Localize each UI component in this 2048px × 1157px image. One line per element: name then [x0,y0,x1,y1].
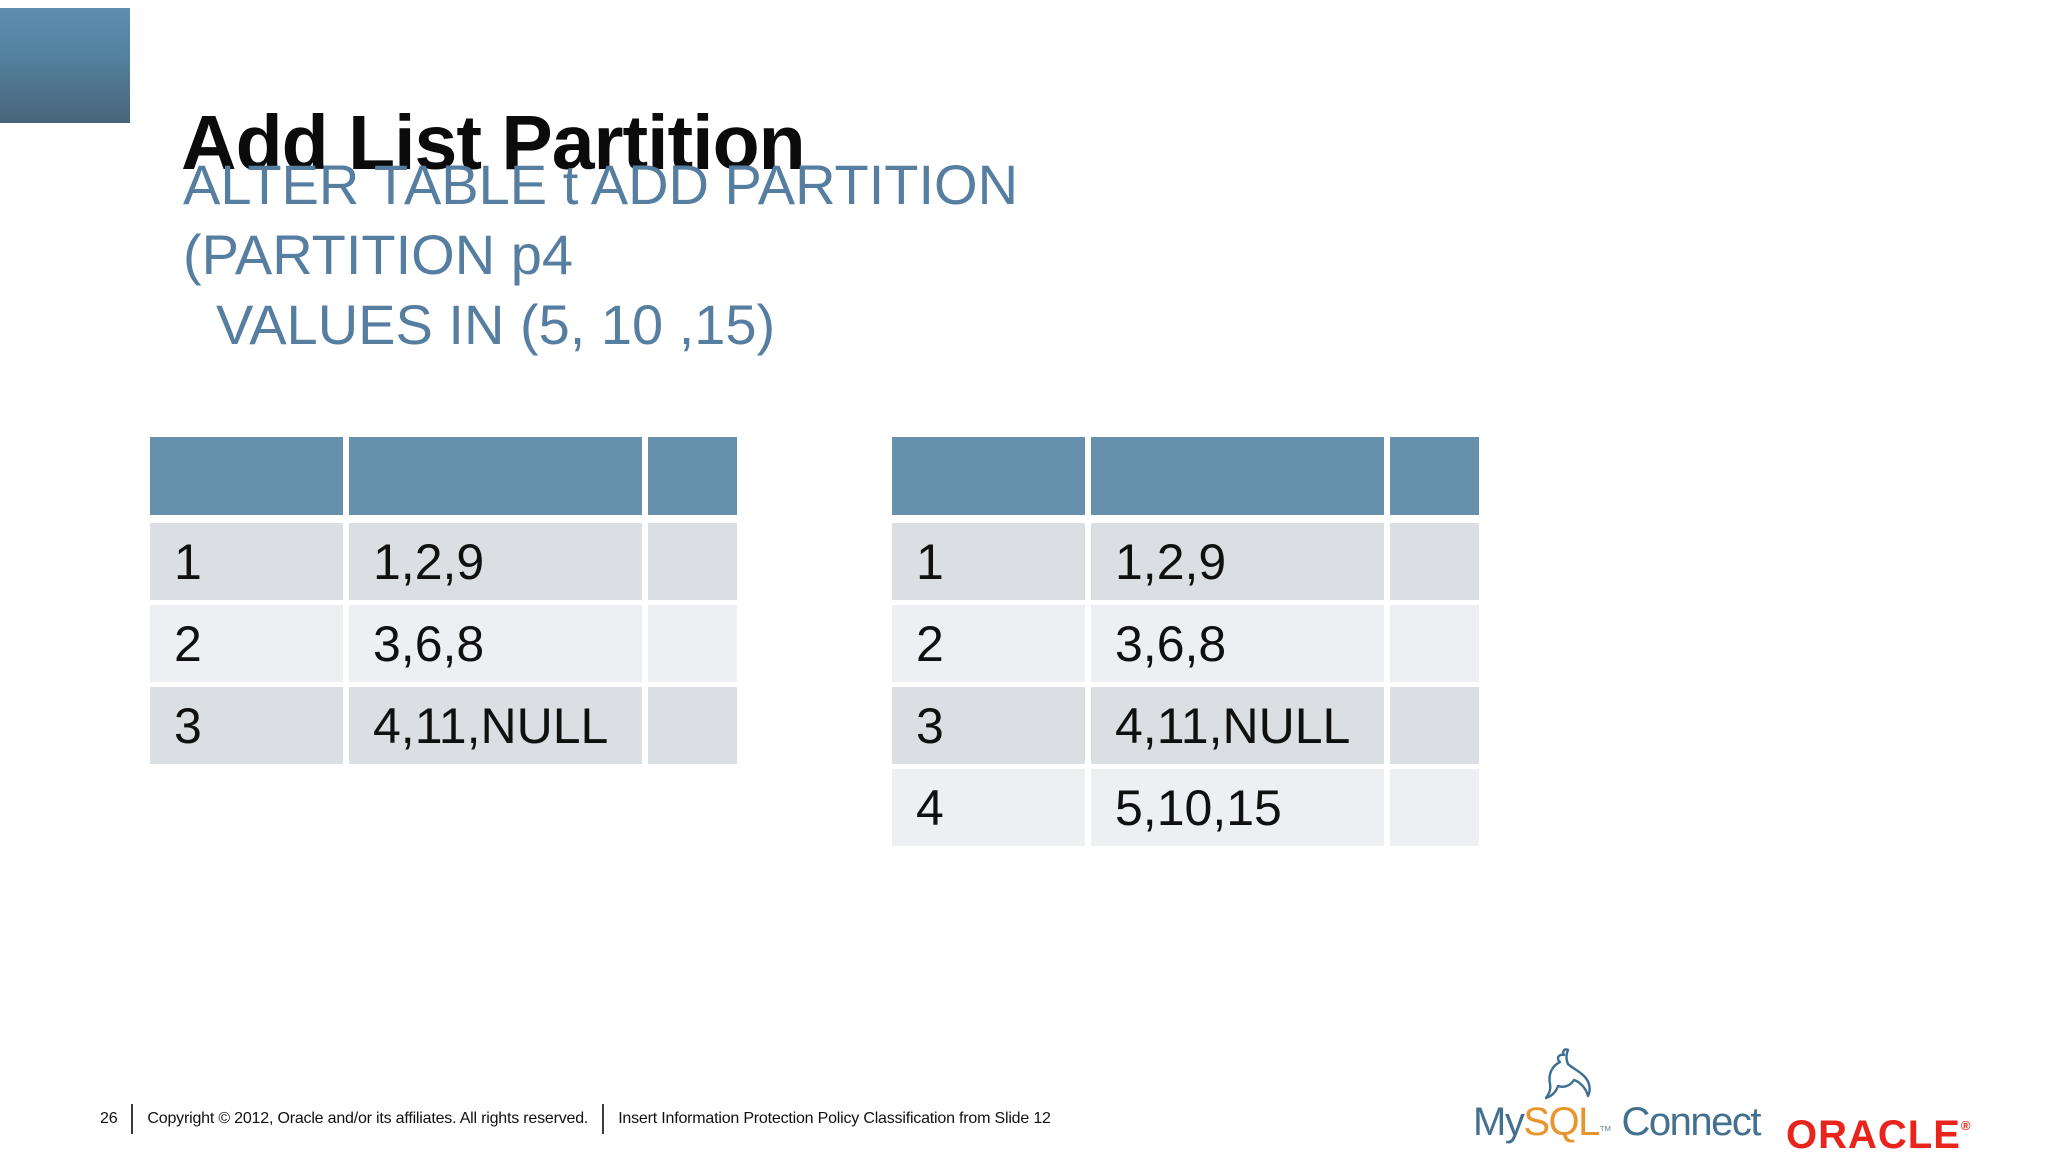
partition-values-cell: 5,10,15 [1091,769,1384,846]
partition-extra-cell [648,523,737,600]
sql-code-block: ALTER TABLE t ADD PARTITION (PARTITION p… [183,150,1018,360]
header-cell [1091,437,1384,515]
footer-divider [131,1104,134,1134]
partition-table-before: 1 1,2,9 2 3,6,8 3 4,11,NULL [150,437,737,764]
footer: 26 Copyright © 2012, Oracle and/or its a… [100,1102,1051,1136]
table-row: 2 3,6,8 [150,605,737,682]
partition-id-cell: 1 [892,523,1085,600]
partition-values-cell: 3,6,8 [349,605,642,682]
partition-id-cell: 2 [892,605,1085,682]
copyright-text: Copyright © 2012, Oracle and/or its affi… [147,1110,589,1127]
partition-id-cell: 4 [892,769,1085,846]
table-row: 1 1,2,9 [150,523,737,600]
table-row: 3 4,11,NULL [892,687,1479,764]
table-row: 3 4,11,NULL [150,687,737,764]
partition-values-cell: 4,11,NULL [1091,687,1384,764]
partition-extra-cell [1390,769,1479,846]
page-title: Add List Partition [181,99,806,186]
table-header-row [892,437,1479,515]
mysql-connect-logo: MySQL™ Connect [1473,1100,1761,1153]
partition-extra-cell [1390,523,1479,600]
partition-values-cell: 4,11,NULL [349,687,642,764]
partition-table-after: 1 1,2,9 2 3,6,8 3 4,11,NULL 4 5,10,15 [892,437,1479,846]
table-row: 2 3,6,8 [892,605,1479,682]
mysql-dolphin-icon [1544,1048,1591,1100]
header-cell [1390,437,1479,515]
header-cell [349,437,642,515]
header-cell [648,437,737,515]
partition-id-cell: 1 [150,523,343,600]
slide-number: 26 [100,1110,118,1127]
partition-values-cell: 3,6,8 [1091,605,1384,682]
partition-id-cell: 2 [150,605,343,682]
classification-text: Insert Information Protection Policy Cla… [618,1110,1051,1127]
partition-extra-cell [648,687,737,764]
partition-extra-cell [1390,605,1479,682]
footer-divider [602,1104,605,1134]
table-row: 1 1,2,9 [892,523,1479,600]
table-row: 4 5,10,15 [892,769,1479,846]
corner-accent-square [0,8,130,123]
header-cell [150,437,343,515]
partition-extra-cell [1390,687,1479,764]
sql-code-line-1: ALTER TABLE t ADD PARTITION [183,153,1019,216]
partition-extra-cell [648,605,737,682]
mysql-logo-connect: Connect [1611,1100,1761,1144]
header-cell [892,437,1085,515]
partition-values-cell: 1,2,9 [349,523,642,600]
mysql-logo-sql: SQL [1523,1100,1600,1144]
oracle-logo: ORACLE® [1786,1106,1970,1155]
partition-id-cell: 3 [892,687,1085,764]
table-header-row [150,437,737,515]
oracle-logo-registered-mark: ® [1960,1118,1971,1133]
sql-code-line-3: VALUES IN (5, 10 ,15) [216,293,776,356]
mysql-logo-my: My [1473,1100,1525,1144]
sql-code-line-2: (PARTITION p4 [183,223,574,286]
mysql-logo-tm: ™ [1598,1123,1612,1138]
oracle-logo-text: ORACLE [1786,1113,1961,1157]
partition-values-cell: 1,2,9 [1091,523,1384,600]
partition-id-cell: 3 [150,687,343,764]
